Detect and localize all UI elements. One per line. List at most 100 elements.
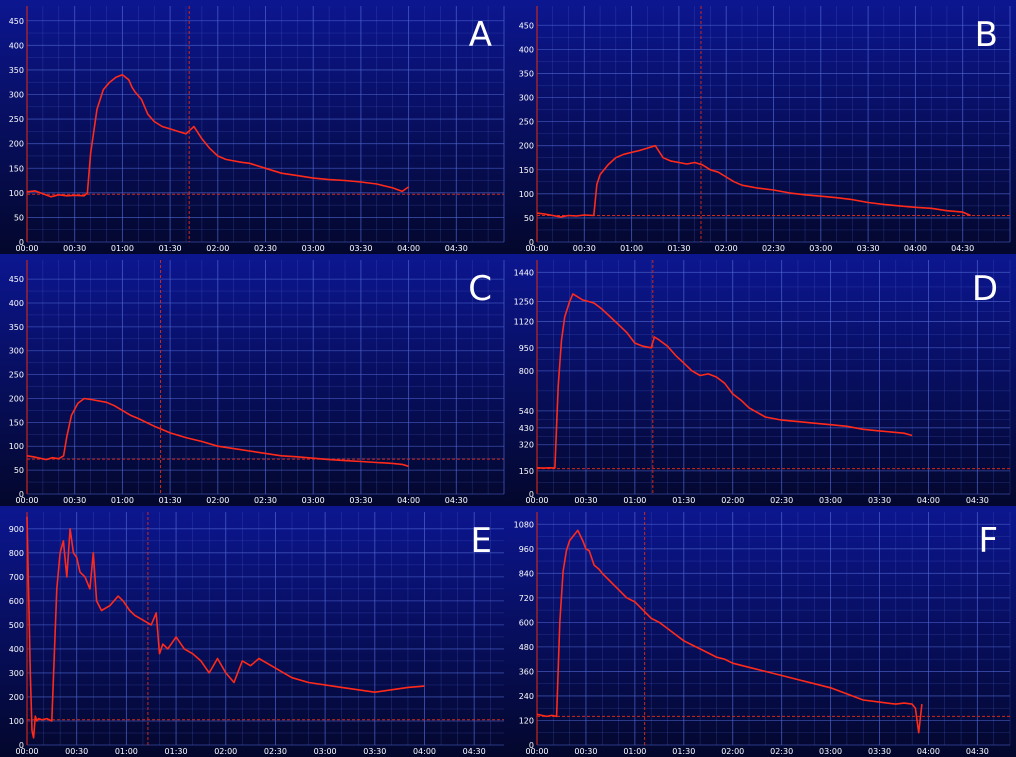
y-tick-label: 500 — [9, 621, 24, 630]
x-tick-label: 01:30 — [165, 747, 188, 756]
y-tick-label: 960 — [519, 545, 534, 554]
chart-panel-d: 0 150 320 430 540 800 950 1120 1250 1440 00:00 00:3… — [510, 254, 1016, 506]
panel-letter: F — [978, 521, 998, 561]
y-tick-label: 800 — [519, 367, 534, 376]
y-tick-label: 150 — [519, 166, 534, 175]
panel-letter: C — [468, 269, 492, 309]
y-tick-label: 300 — [519, 94, 534, 103]
chart-svg-a: 05010015020025030035040045000:00 00:30 01:… — [0, 0, 510, 254]
chart-panel-b: 0 50 100 150 200 250 300 350 400 450 00:00 00:30 01:… — [510, 0, 1016, 254]
chart-svg-e: 0 100 200 300 400 500 600 700 800 900 00:00 00:30 01… — [0, 506, 510, 757]
plot-background — [0, 254, 510, 506]
chart-panel-c: 0 50 100 150 200 250 300 350 400 450 00:00 00:30 01:… — [0, 254, 510, 506]
y-tick-label: 430 — [519, 424, 534, 433]
x-tick-label: 00:00 — [15, 747, 38, 756]
y-tick-label: 950 — [519, 344, 534, 353]
y-tick-label: 250 — [9, 115, 24, 124]
x-tick-label: 03:30 — [857, 244, 880, 253]
x-tick-label: 02:30 — [762, 244, 785, 253]
y-tick-label: 1080 — [514, 520, 534, 529]
x-tick-label: 04:00 — [397, 244, 420, 253]
x-tick-label: 01:00 — [111, 496, 134, 505]
panel-letter: D — [972, 269, 998, 309]
y-tick-label: 1120 — [514, 318, 534, 327]
y-tick-label: 450 — [9, 17, 24, 26]
panel-letter: E — [471, 521, 492, 561]
x-tick-label: 03:30 — [868, 496, 891, 505]
x-tick-label: 00:00 — [525, 747, 548, 756]
y-tick-label: 200 — [519, 142, 534, 151]
x-tick-label: 04:30 — [966, 496, 989, 505]
y-tick-label: 400 — [9, 41, 24, 50]
x-tick-label: 00:30 — [574, 747, 597, 756]
y-tick-label: 400 — [9, 645, 24, 654]
x-tick-label: 03:30 — [363, 747, 386, 756]
x-tick-label: 00:30 — [63, 496, 86, 505]
chart-svg-d: 015032043054080095011201250144000:00 00:3… — [510, 254, 1016, 506]
x-tick-label: 02:00 — [721, 496, 744, 505]
y-tick-label: 400 — [9, 299, 24, 308]
x-tick-label: 04:30 — [951, 244, 974, 253]
y-tick-label: 100 — [9, 189, 24, 198]
y-tick-label: 1440 — [514, 268, 534, 277]
y-tick-label: 200 — [9, 140, 24, 149]
x-tick-label: 02:30 — [254, 496, 277, 505]
x-tick-label: 03:00 — [302, 496, 325, 505]
y-tick-label: 320 — [519, 441, 534, 450]
x-tick-label: 02:00 — [715, 244, 738, 253]
y-tick-label: 240 — [519, 692, 534, 701]
y-tick-label: 350 — [9, 66, 24, 75]
x-tick-label: 02:30 — [264, 747, 287, 756]
y-tick-label: 150 — [9, 164, 24, 173]
y-tick-label: 840 — [519, 569, 534, 578]
x-tick-label: 04:00 — [413, 747, 436, 756]
x-tick-label: 00:30 — [63, 244, 86, 253]
x-tick-label: 00:30 — [65, 747, 88, 756]
x-tick-label: 04:00 — [397, 496, 420, 505]
x-tick-label: 01:30 — [159, 244, 182, 253]
x-tick-label: 03:00 — [809, 244, 832, 253]
x-tick-label: 02:30 — [770, 747, 793, 756]
y-tick-label: 700 — [9, 573, 24, 582]
y-tick-label: 350 — [519, 69, 534, 78]
y-tick-label: 540 — [519, 407, 534, 416]
y-tick-label: 480 — [519, 643, 534, 652]
x-tick-label: 01:30 — [672, 496, 695, 505]
y-tick-label: 600 — [519, 618, 534, 627]
chart-svg-b: 0 50 100 150 200 250 300 350 400 450 00:00 00:30 01:… — [510, 0, 1016, 254]
x-tick-label: 02:00 — [206, 244, 229, 253]
y-tick-label: 600 — [9, 597, 24, 606]
y-tick-label: 400 — [519, 45, 534, 54]
y-tick-label: 150 — [9, 418, 24, 427]
x-tick-label: 00:00 — [15, 244, 38, 253]
x-tick-label: 04:30 — [445, 244, 468, 253]
y-tick-label: 360 — [519, 667, 534, 676]
y-tick-label: 300 — [9, 669, 24, 678]
x-tick-label: 00:30 — [573, 244, 596, 253]
x-tick-label: 02:00 — [206, 496, 229, 505]
y-tick-label: 300 — [9, 91, 24, 100]
x-tick-label: 00:00 — [15, 496, 38, 505]
x-tick-label: 00:00 — [525, 244, 548, 253]
y-tick-label: 100 — [9, 442, 24, 451]
x-tick-label: 03:00 — [314, 747, 337, 756]
x-tick-label: 02:00 — [214, 747, 237, 756]
y-tick-label: 450 — [9, 275, 24, 284]
x-tick-label: 01:00 — [623, 496, 646, 505]
x-tick-label: 04:30 — [966, 747, 989, 756]
y-tick-label: 350 — [9, 323, 24, 332]
y-tick-label: 1250 — [514, 298, 534, 307]
y-tick-label: 300 — [9, 347, 24, 356]
plot-background — [0, 0, 510, 254]
x-tick-label: 04:30 — [463, 747, 486, 756]
y-tick-label: 450 — [519, 21, 534, 30]
x-tick-label: 00:00 — [525, 496, 548, 505]
chart-svg-c: 0 50 100 150 200 250 300 350 400 450 00:00 00:30 01:… — [0, 254, 510, 506]
y-tick-label: 120 — [519, 716, 534, 725]
y-tick-label: 200 — [9, 693, 24, 702]
x-tick-label: 01:00 — [623, 747, 646, 756]
x-tick-label: 01:30 — [672, 747, 695, 756]
x-tick-label: 04:00 — [917, 496, 940, 505]
x-tick-label: 01:00 — [620, 244, 643, 253]
